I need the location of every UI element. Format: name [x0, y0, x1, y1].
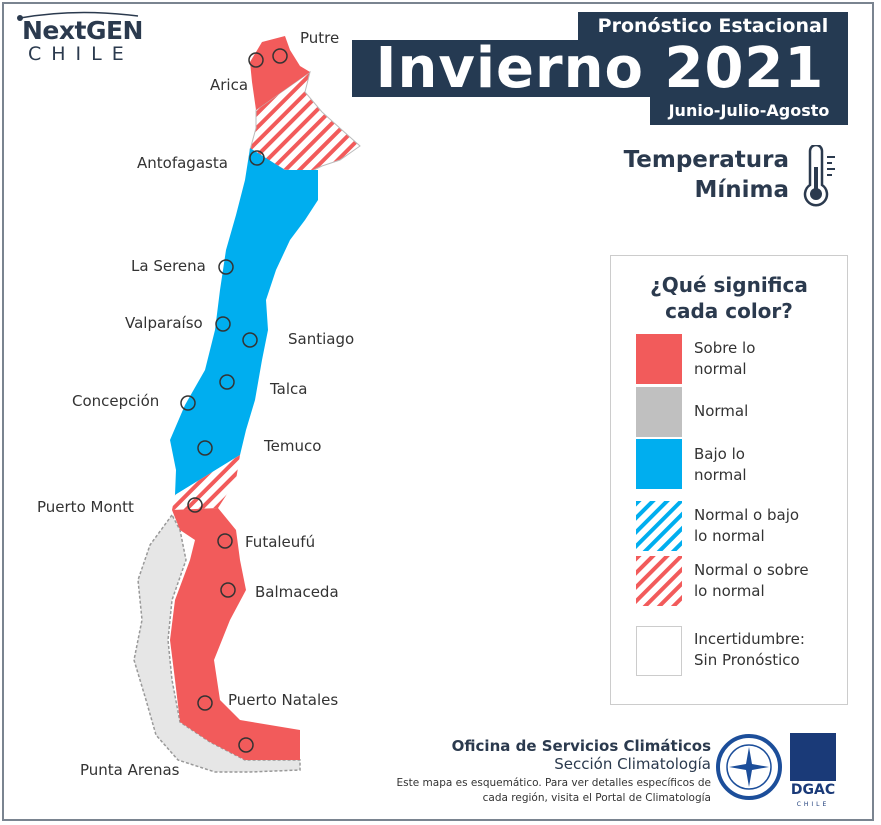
marker-balmaceda[interactable] [220, 582, 236, 598]
city-label-talca: Talca [270, 380, 308, 398]
dgac-text: DGAC [786, 782, 840, 799]
thermometer-icon [803, 145, 835, 207]
variable-line2: Mínima [694, 177, 789, 203]
marker-puerto-montt[interactable] [187, 497, 203, 513]
swatch-below-normal [636, 439, 682, 489]
legend-label-normal-or-below: Normal o bajo lo normal [694, 506, 800, 545]
section-name: Sección Climatología [554, 755, 711, 773]
season-months: Junio-Julio-Agosto [650, 97, 848, 125]
variable-title: Temperatura Mínima [624, 145, 789, 205]
swatch-uncertainty [636, 626, 682, 676]
marker-puerto-natales[interactable] [197, 695, 213, 711]
dgac-subtext: CHILE [796, 801, 830, 808]
city-label-concepcion: Concepción [72, 392, 160, 410]
city-label-balmaceda: Balmaceda [255, 583, 339, 601]
nextgen-logo: NextGEN CHILE [17, 11, 143, 65]
variable-line1: Temperatura [623, 147, 789, 173]
marker-santiago[interactable] [242, 332, 258, 348]
swatch-above-normal [636, 334, 682, 384]
dgac-logo [790, 733, 836, 781]
footer-credits: Oficina de Servicios Climáticos Sección … [397, 737, 711, 806]
city-label-arica: Arica [210, 76, 249, 94]
marker-futaleufu[interactable] [217, 533, 233, 549]
legend-heading: ¿Qué significa cada color? [650, 273, 808, 323]
city-label-santiago: Santiago [288, 330, 355, 348]
logo-arc-icon [17, 11, 139, 21]
map-region-center-blue [170, 148, 318, 495]
map-region-north-red [250, 36, 310, 110]
marker-putre[interactable] [272, 48, 288, 64]
city-label-futaleufu: Futaleufú [245, 533, 316, 551]
city-markers [180, 48, 288, 753]
legend-label-above-normal: Sobre lo normal [694, 339, 756, 378]
map-region-south-hatched [172, 455, 240, 510]
marker-arica[interactable] [248, 52, 264, 68]
legend-label-uncertainty: Incertidumbre: Sin Pronóstico [694, 630, 805, 669]
marker-antofagasta[interactable] [249, 150, 265, 166]
disclaimer: Este mapa es esquemático. Para ver detal… [396, 777, 711, 804]
city-label-valparaiso: Valparaíso [125, 314, 203, 332]
dmc-seal-icon [716, 734, 782, 800]
swatch-normal-or-below [636, 501, 682, 551]
swatch-normal [636, 387, 682, 437]
logo-text: NextGEN [22, 16, 143, 45]
logo-subtext: CHILE [28, 43, 134, 65]
city-label-puerto-montt: Puerto Montt [37, 498, 134, 516]
city-label-antofagasta: Antofagasta [137, 154, 228, 172]
legend: ¿Qué significa cada color? Sobre lo normal… [610, 255, 848, 705]
marker-valparaiso[interactable] [215, 316, 231, 332]
city-label-puerto-natales: Puerto Natales [228, 691, 339, 709]
legend-label-normal: Normal [694, 402, 749, 420]
city-label-la-serena: La Serena [131, 257, 206, 275]
legend-label-normal-or-above: Normal o sobre lo normal [694, 561, 809, 600]
city-label-putre: Putre [300, 29, 340, 47]
marker-talca[interactable] [219, 374, 235, 390]
city-label-temuco: Temuco [264, 437, 322, 455]
marker-punta-arenas[interactable] [238, 737, 254, 753]
office-name: Oficina de Servicios Climáticos [451, 737, 711, 755]
marker-temuco[interactable] [197, 440, 213, 456]
page-title: Invierno 2021 [352, 40, 848, 97]
marker-la-serena[interactable] [218, 259, 234, 275]
map-region-islands [133, 513, 301, 773]
legend-label-below-normal: Bajo lo normal [694, 445, 747, 484]
kicker: Pronóstico Estacional [578, 12, 848, 40]
swatch-normal-or-above [636, 556, 682, 606]
marker-concepcion[interactable] [180, 395, 196, 411]
city-label-punta-arenas: Punta Arenas [80, 761, 180, 779]
